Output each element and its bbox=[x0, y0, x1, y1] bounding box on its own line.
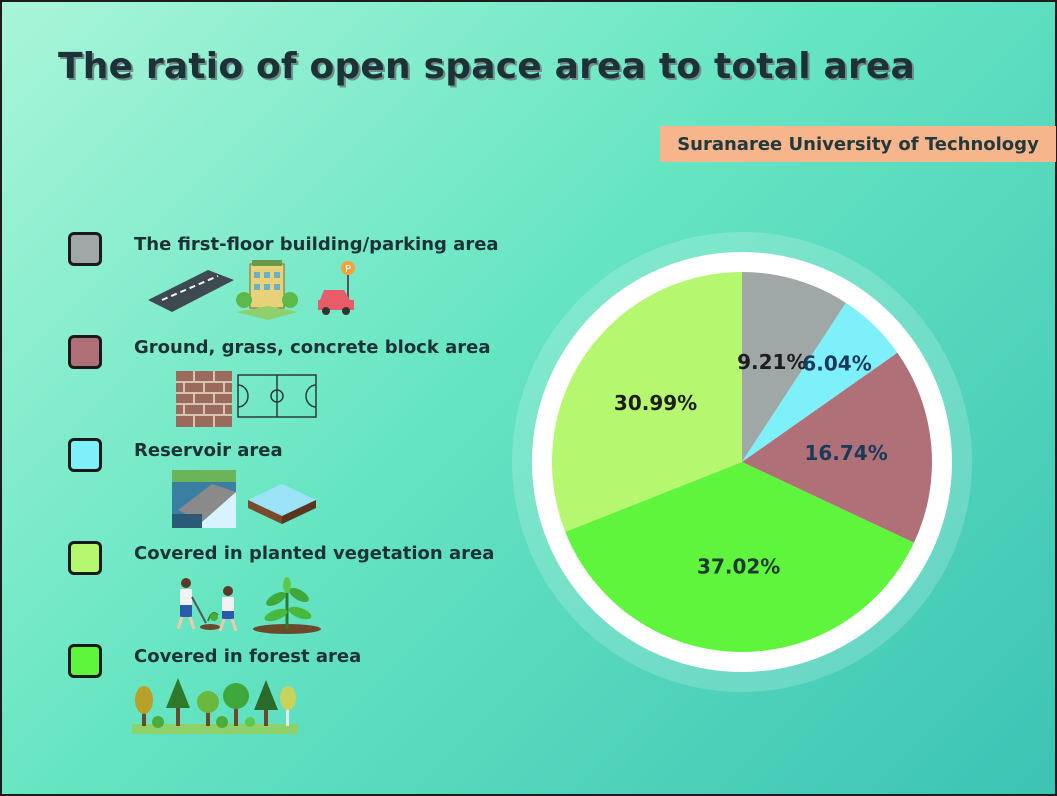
pie-slice-label: 9.21% bbox=[737, 350, 806, 374]
pie-slice bbox=[742, 302, 898, 462]
legend-label: Covered in planted vegetation area bbox=[134, 543, 495, 564]
pie-labels: 9.21%6.04% 16.74% 37.02% 30.99% bbox=[614, 350, 888, 579]
dam-icon bbox=[172, 470, 236, 528]
legend-icons bbox=[172, 470, 316, 528]
legend-swatch bbox=[68, 644, 102, 678]
legend-icons bbox=[176, 371, 317, 427]
legend-icons: P bbox=[148, 260, 355, 320]
pie-chart: 9.21%6.04% 16.74% 37.02% 30.99% bbox=[512, 232, 972, 692]
legend-swatch bbox=[68, 541, 102, 575]
sapling-icon bbox=[253, 577, 321, 634]
road-icon bbox=[148, 270, 234, 312]
water-tile-icon bbox=[248, 484, 316, 524]
legend-swatch bbox=[68, 438, 102, 472]
pie-slice-label: 30.99% bbox=[614, 391, 697, 415]
organization-badge: Suranaree University of Technology bbox=[660, 126, 1056, 162]
building-icon bbox=[236, 260, 298, 320]
pie-slice bbox=[742, 272, 846, 462]
page-title: The ratio of open space area to total ar… bbox=[58, 46, 916, 87]
legend-label: Reservoir area bbox=[134, 440, 283, 461]
pie-slices bbox=[552, 272, 932, 652]
svg-text:P: P bbox=[345, 264, 351, 275]
planting-kids-icon bbox=[176, 578, 238, 632]
legend-icons bbox=[176, 577, 321, 634]
parking-car-icon: P bbox=[318, 261, 355, 315]
legend-swatch bbox=[68, 335, 102, 369]
pie-slice bbox=[565, 462, 914, 652]
pie-slice-label: 37.02% bbox=[697, 554, 780, 578]
legend-label: Ground, grass, concrete block area bbox=[134, 337, 491, 358]
pie-slice bbox=[742, 352, 932, 543]
football-field-icon bbox=[237, 374, 317, 418]
legend-swatch bbox=[68, 232, 102, 266]
pie-slice bbox=[552, 272, 742, 532]
forest-icon bbox=[132, 678, 298, 734]
pie-slice-label: 16.74% bbox=[804, 441, 887, 465]
brick-wall-icon bbox=[176, 371, 232, 427]
legend-label: Covered in forest area bbox=[134, 646, 362, 667]
legend-label: The first-floor building/parking area bbox=[134, 234, 499, 255]
pie-slice-label: 6.04% bbox=[802, 352, 871, 376]
legend-icons bbox=[132, 678, 298, 734]
